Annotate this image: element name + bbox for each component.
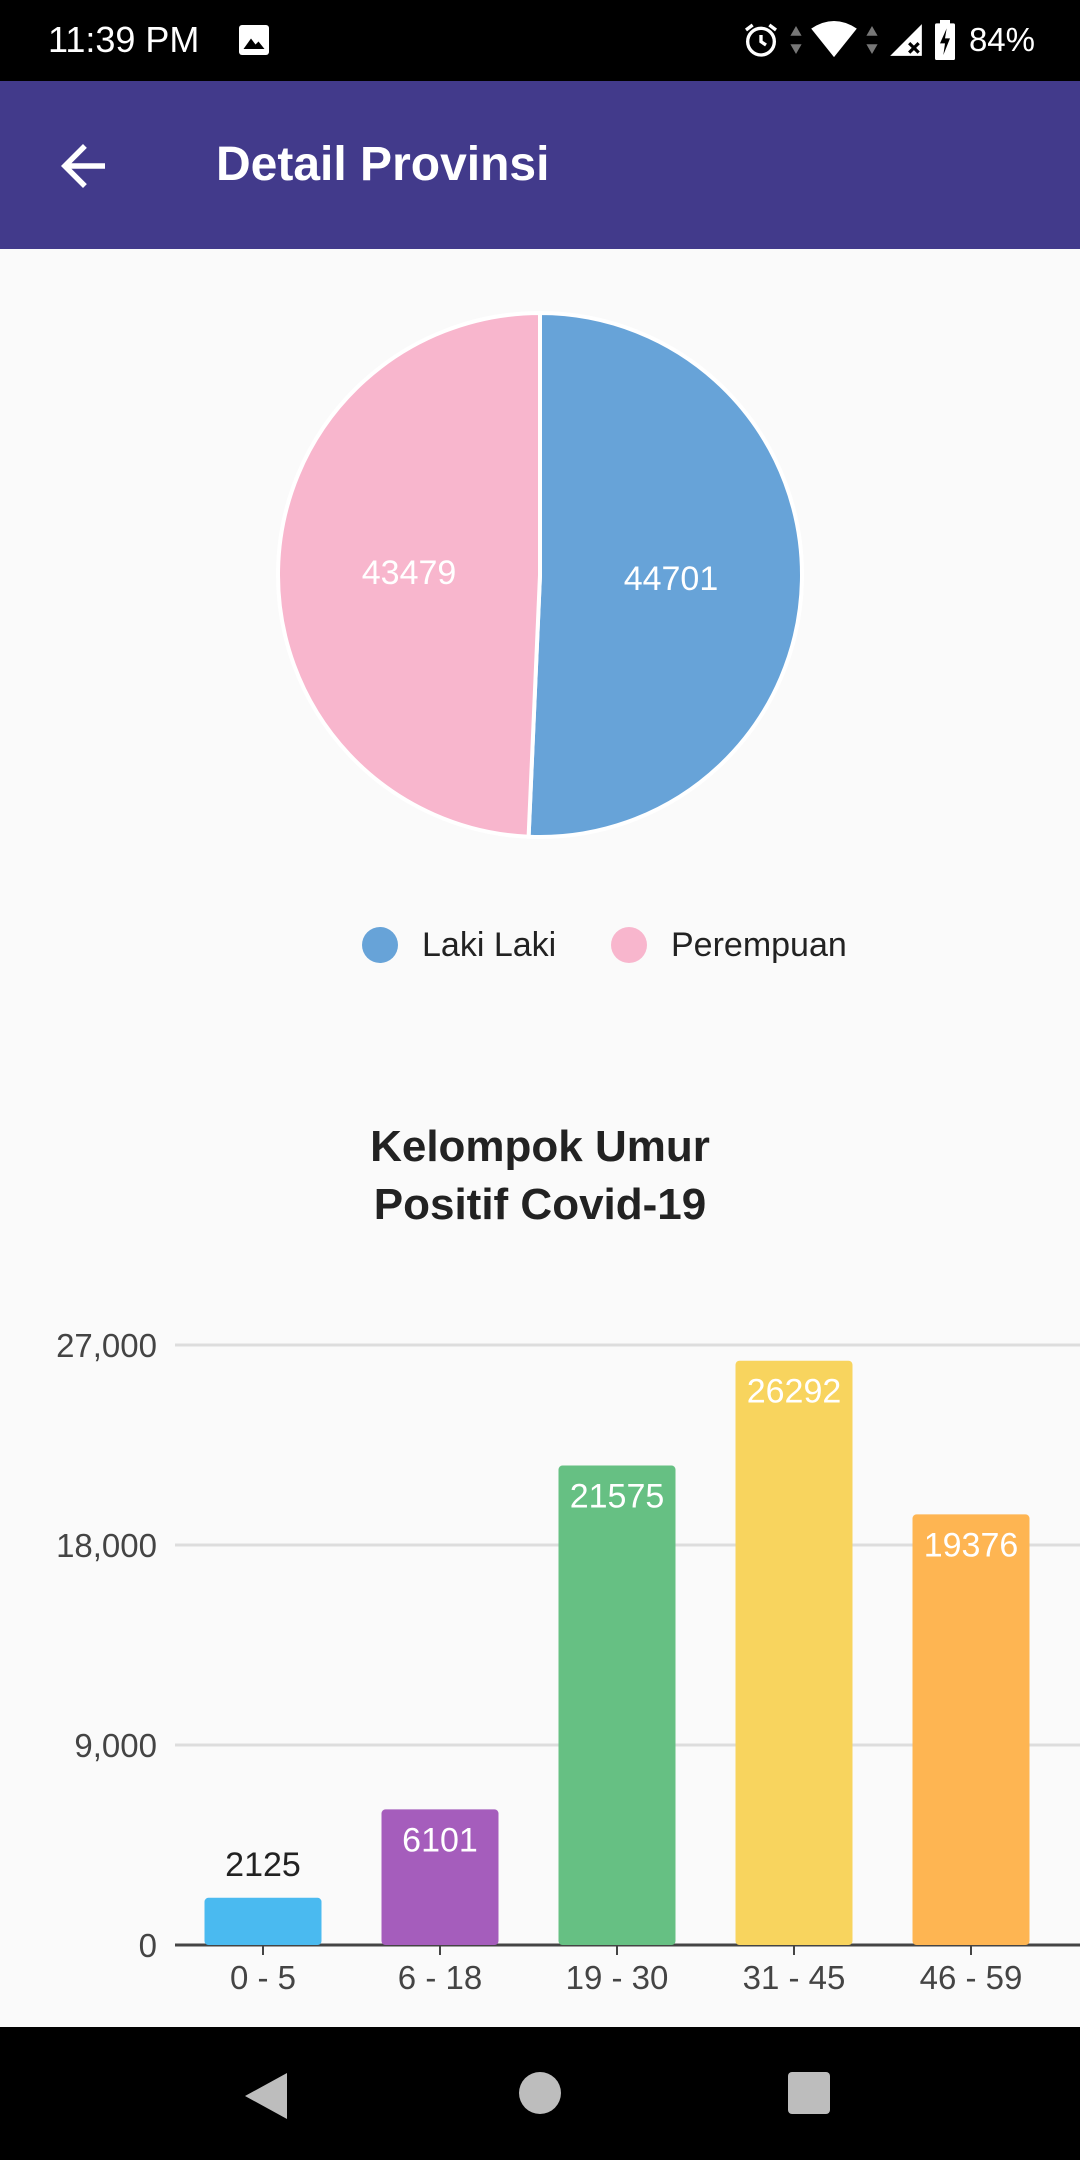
arrow-left-icon — [61, 144, 105, 188]
battery-charging-icon — [934, 20, 955, 60]
y-tick-label: 0 — [139, 1927, 157, 1964]
app-bar: Detail Provinsi — [0, 81, 1080, 249]
bar-0-5 — [204, 1897, 322, 1945]
back-button[interactable] — [50, 133, 116, 199]
battery-percentage: 84% — [968, 21, 1035, 58]
bar-value-label: 19376 — [924, 1526, 1019, 1564]
status-bar: 11:39 PM 84% — [0, 0, 1080, 81]
x-tick-label: 31 - 45 — [743, 1959, 846, 1996]
recents-square-icon — [788, 2072, 830, 2114]
navigation-bar — [0, 2027, 1080, 2160]
home-circle-icon — [519, 2072, 561, 2114]
y-tick-label: 9,000 — [74, 1727, 157, 1764]
bar-value-label: 26292 — [747, 1373, 842, 1411]
bar-19-30 — [558, 1465, 676, 1945]
data-arrows-icon — [790, 26, 802, 54]
legend-dot-perempuan — [611, 927, 647, 963]
x-tick-label: 6 - 18 — [398, 1959, 482, 1996]
cell-signal-icon — [890, 24, 922, 56]
age-group-bar-chart: 0 9,000 18,000 27,000 2125 0 - 5 6101 6 - 18 215… — [56, 1327, 1080, 1996]
bar-31-45 — [735, 1360, 853, 1945]
legend-item-laki-laki: Laki Laki — [362, 920, 556, 970]
pie-slice-perempuan — [275, 310, 542, 839]
pie-slice-laki-laki — [526, 310, 804, 839]
bar-value-label: 6101 — [402, 1821, 478, 1859]
legend-item-perempuan: Perempuan — [611, 920, 847, 970]
nav-home-button[interactable] — [518, 2071, 562, 2115]
gender-pie-chart: 44701 43479 — [275, 310, 804, 839]
page-title: Detail Provinsi — [216, 138, 550, 191]
wifi-icon — [811, 21, 857, 58]
legend-label-laki-laki: Laki Laki — [422, 926, 557, 964]
legend-dot-laki-laki — [362, 927, 398, 963]
bar-value-label: 2125 — [225, 1846, 301, 1884]
status-time: 11:39 PM — [48, 19, 200, 60]
x-tick-label: 19 - 30 — [566, 1959, 669, 1996]
data-arrows-icon — [866, 26, 878, 54]
bar-6-18 — [381, 1809, 499, 1945]
back-triangle-icon — [245, 2073, 287, 2119]
nav-recents-button[interactable] — [787, 2071, 831, 2115]
pie-value-label-laki-laki: 44701 — [624, 560, 719, 598]
status-icons: 84% — [733, 17, 1035, 63]
bar-46-59 — [912, 1514, 1030, 1945]
pie-legend: Laki Laki Perempuan — [0, 920, 1080, 970]
pie-value-label-perempuan: 43479 — [362, 554, 457, 592]
bar-chart-title-line-1: Kelompok Umur — [370, 1122, 710, 1171]
x-tick-label: 0 - 5 — [230, 1959, 296, 1996]
x-tick-label: 46 - 59 — [920, 1959, 1023, 1996]
bar-value-label: 21575 — [570, 1478, 665, 1516]
legend-label-perempuan: Perempuan — [671, 926, 847, 964]
alarm-icon — [744, 23, 777, 57]
y-tick-label: 27,000 — [56, 1327, 157, 1364]
bar-chart-title: Kelompok Umur Positif Covid-19 — [0, 1118, 1080, 1234]
nav-back-button[interactable] — [243, 2071, 289, 2121]
y-tick-label: 18,000 — [56, 1527, 157, 1564]
image-icon — [239, 25, 269, 55]
bar-chart-title-line-2: Positif Covid-19 — [373, 1180, 707, 1229]
